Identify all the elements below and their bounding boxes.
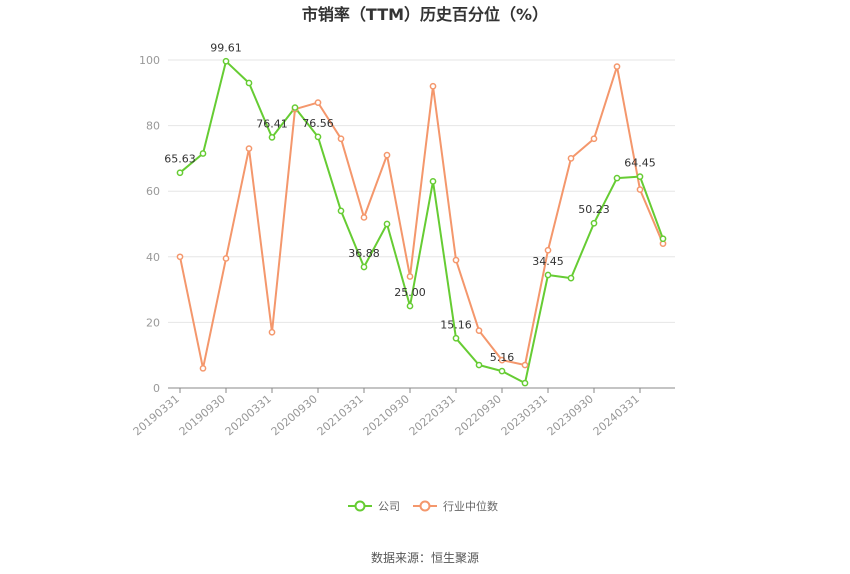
data-point[interactable]	[268, 328, 276, 336]
data-label: 64.45	[624, 157, 656, 170]
data-point[interactable]	[406, 302, 414, 310]
x-tick-label: 20190331	[131, 392, 182, 438]
data-point[interactable]	[245, 145, 253, 152]
x-tick-label: 20230331	[499, 392, 550, 438]
y-tick-label: 20	[146, 316, 160, 329]
x-tick-label: 20200331	[223, 392, 274, 438]
data-point[interactable]	[268, 134, 276, 141]
data-point[interactable]	[245, 79, 253, 87]
legend[interactable]: 公司 行业中位数	[348, 499, 498, 513]
x-axis: 2019033120190930202003312020093020210331…	[131, 387, 675, 438]
data-point[interactable]	[567, 274, 575, 282]
data-point[interactable]	[452, 256, 460, 264]
series-lines	[179, 60, 664, 385]
data-point[interactable]	[337, 207, 345, 215]
data-point[interactable]	[521, 361, 529, 369]
data-point[interactable]	[383, 151, 391, 159]
x-tick-label: 20210331	[315, 392, 366, 438]
legend-marker	[354, 500, 366, 512]
data-label: 34.45	[532, 255, 564, 268]
data-point[interactable]	[544, 246, 552, 254]
data-point[interactable]	[613, 63, 621, 70]
data-point[interactable]	[176, 253, 184, 261]
x-tick-label: 20220930	[453, 392, 504, 438]
series-line-0	[179, 60, 664, 385]
x-tick-label: 20240331	[591, 392, 642, 438]
data-point[interactable]	[314, 99, 322, 106]
series-line-1	[179, 65, 664, 370]
data-point[interactable]	[475, 327, 483, 334]
y-tick-label: 100	[139, 54, 160, 67]
chart-title: 市销率（TTM）历史百分位（%）	[302, 5, 548, 24]
data-label: 15.16	[440, 318, 472, 331]
data-point[interactable]	[176, 169, 184, 177]
data-point[interactable]	[498, 367, 506, 375]
gridlines	[168, 59, 675, 323]
legend-item-1[interactable]: 行业中位数	[413, 499, 498, 513]
legend-item-0[interactable]: 公司	[348, 500, 400, 513]
x-tick-label: 20210930	[361, 392, 412, 438]
data-point[interactable]	[222, 57, 230, 65]
y-tick-label: 40	[146, 251, 160, 264]
y-axis: 0 20 40 60 80 100	[139, 54, 160, 395]
y-tick-label: 0	[153, 382, 160, 395]
x-tick-label: 20190930	[177, 392, 228, 438]
data-label: 36.88	[348, 247, 380, 260]
data-label: 65.63	[164, 153, 196, 166]
data-point[interactable]	[429, 82, 437, 90]
data-label: 76.41	[256, 117, 288, 130]
series-points	[176, 57, 667, 387]
data-point[interactable]	[452, 334, 460, 342]
data-point[interactable]	[360, 263, 368, 271]
data-label: 76.56	[302, 117, 334, 130]
data-point[interactable]	[636, 173, 644, 180]
data-label: 5.16	[490, 351, 515, 364]
y-tick-label: 80	[146, 120, 160, 133]
data-point[interactable]	[544, 271, 552, 279]
data-point[interactable]	[475, 361, 483, 369]
data-point[interactable]	[429, 178, 437, 185]
data-point[interactable]	[199, 150, 207, 157]
data-point[interactable]	[222, 255, 230, 262]
data-label: 99.61	[210, 41, 242, 54]
data-point[interactable]	[659, 235, 667, 243]
data-point[interactable]	[406, 273, 414, 280]
legend-label: 公司	[378, 500, 400, 513]
data-labels: 65.63 99.61 76.41 76.56 36.88 25.00 15.16 5.16 3…	[164, 41, 656, 364]
data-label: 25.00	[394, 286, 426, 299]
data-point[interactable]	[636, 186, 644, 193]
data-point[interactable]	[498, 356, 506, 364]
data-point[interactable]	[590, 135, 598, 143]
x-tick-label: 20230930	[545, 392, 596, 438]
data-point[interactable]	[383, 220, 391, 228]
data-point[interactable]	[314, 133, 322, 141]
data-source: 数据来源：恒生聚源	[371, 550, 479, 565]
data-point[interactable]	[521, 379, 529, 387]
data-point[interactable]	[567, 155, 575, 162]
data-point[interactable]	[613, 174, 621, 182]
data-point[interactable]	[337, 135, 345, 143]
data-point[interactable]	[360, 214, 368, 221]
data-point[interactable]	[199, 364, 207, 372]
x-tick-label: 20220331	[407, 392, 458, 438]
data-label: 50.23	[578, 203, 610, 216]
y-tick-label: 60	[146, 185, 160, 198]
legend-label: 行业中位数	[443, 499, 498, 513]
legend-marker	[419, 500, 431, 512]
data-point[interactable]	[590, 219, 598, 227]
x-tick-label: 20200930	[269, 392, 320, 438]
data-point[interactable]	[291, 104, 299, 111]
